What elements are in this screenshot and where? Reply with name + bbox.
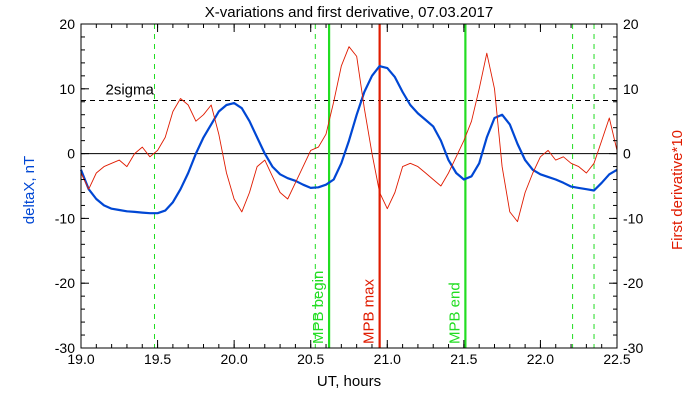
ticks: 19.0 19.5 20.0 20.5 21.0 21.5 22.0 22.5 20 20 10 10… <box>55 16 644 367</box>
y-tick-label-right: 10 <box>623 81 639 97</box>
x-tick-label: 22.5 <box>603 351 630 367</box>
y-tick-label-left: 10 <box>59 81 75 97</box>
plot-frame <box>80 23 618 349</box>
x-tick-label: 21.0 <box>374 351 401 367</box>
labels: X-variations and first derivative, 07.03… <box>21 4 686 390</box>
x-tick-label: 20.5 <box>297 351 324 367</box>
chart-title: X-variations and first derivative, 07.03… <box>205 4 494 21</box>
mpb-marker-label: MPB end <box>446 282 463 344</box>
reference-lines <box>81 99 617 155</box>
y-axis-label-left: deltaX, nT <box>21 156 38 224</box>
y-tick-label-left: -30 <box>55 340 75 356</box>
y-tick-label-right: 0 <box>623 146 631 162</box>
mpb-markers: MPB begin MPB max MPB end <box>154 24 595 348</box>
x-tick-label: 22.0 <box>527 351 554 367</box>
y-tick-label-left: -10 <box>55 210 75 226</box>
y-tick-label-left: 20 <box>59 16 75 32</box>
mpb-marker-label: MPB begin <box>310 271 327 344</box>
y-tick-label-right: 20 <box>623 16 639 32</box>
y-tick-label-left: 0 <box>67 146 75 162</box>
deltaX-line <box>79 65 618 215</box>
x-tick-label: 19.5 <box>144 351 171 367</box>
x-tick-label: 19.0 <box>67 351 94 367</box>
y-tick-label-left: -20 <box>55 275 75 291</box>
x-tick-label: 21.5 <box>450 351 477 367</box>
axes <box>80 23 618 349</box>
series <box>79 46 618 223</box>
y-axis-label-right: First derivative*10 <box>669 130 686 250</box>
y-tick-label-right: -30 <box>623 340 643 356</box>
y-tick-label-right: -10 <box>623 210 643 226</box>
y-tick-label-right: -20 <box>623 275 643 291</box>
threshold-label: 2sigma <box>106 81 155 98</box>
mpb-marker-label: MPB max <box>361 278 378 344</box>
derivative-line <box>80 46 618 223</box>
x-tick-label: 20.0 <box>221 351 248 367</box>
x-axis-label: UT, hours <box>317 373 381 390</box>
